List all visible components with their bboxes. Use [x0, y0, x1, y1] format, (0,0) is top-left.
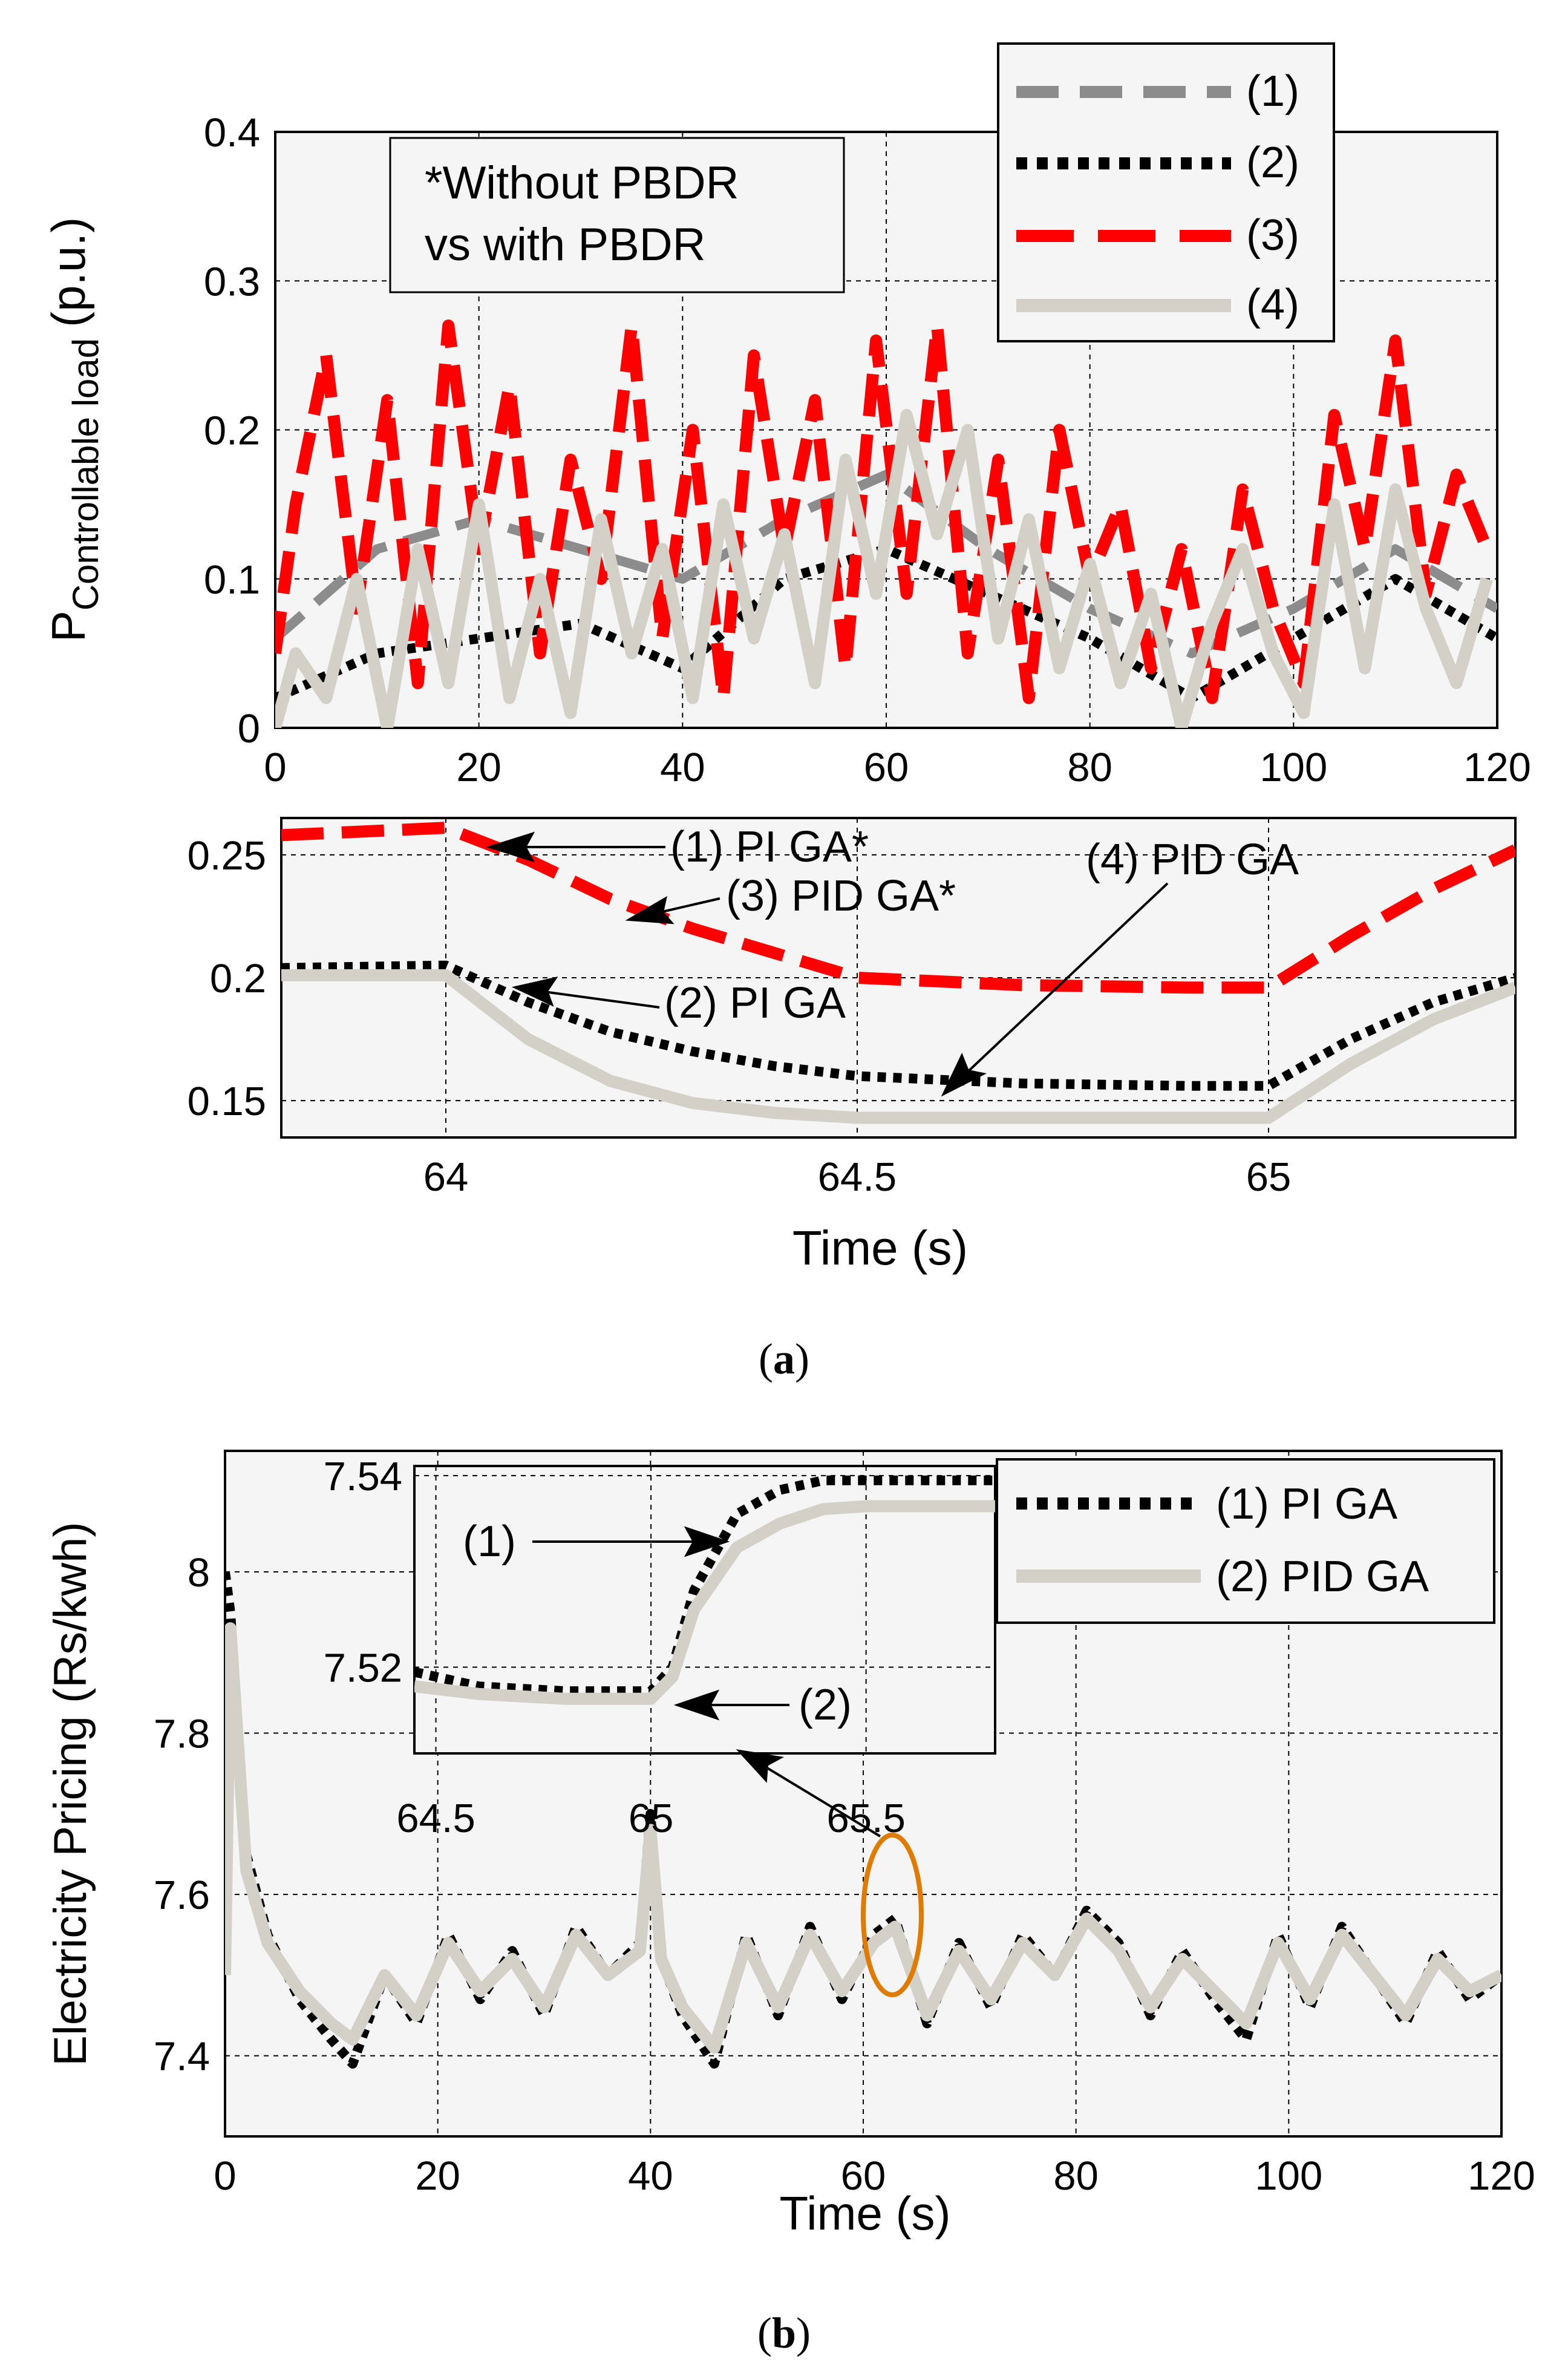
arrow-4 — [955, 882, 1169, 1084]
arrowhead-b-ellipse — [736, 1749, 785, 1783]
x-tick-label: 64 — [423, 1154, 469, 1200]
x-tick-label: 64.5 — [818, 1154, 897, 1200]
ticks-a-main: 0 20 40 60 80 100 120 0 0.1 0.2 0.3 0.4 — [204, 110, 1531, 790]
x-tick-label: 40 — [660, 745, 705, 790]
y-tick-label: 0.1 — [204, 557, 260, 603]
y-label-unit: (p.u.) — [42, 217, 95, 327]
arrowhead-b2 — [673, 1689, 720, 1721]
series-a-main — [275, 319, 1497, 728]
x-tick-label: 80 — [1067, 745, 1112, 790]
annotations-b-inset — [532, 1526, 881, 1837]
x-tick-label: 65.5 — [826, 1796, 905, 1841]
series-line-2-pid-ga — [225, 1622, 1501, 2054]
svg-text:PControllable load(p.u.): PControllable load (p.u.) — [42, 217, 106, 642]
series-line-1-pi-ga — [414, 1475, 995, 1697]
x-tick-label: 20 — [456, 745, 501, 790]
note-line-2: vs with PBDR — [425, 219, 706, 270]
y-tick-label: 7.52 — [324, 1646, 402, 1691]
arrowhead-4 — [941, 1053, 987, 1097]
note-line-1: *Without PBDR — [425, 157, 739, 209]
y-tick-label: 0.3 — [204, 259, 260, 304]
series-line-4-pid-ga — [281, 969, 1515, 1124]
series-line-3 — [275, 319, 1493, 704]
ticks-b-main: 0 20 40 60 80 100 120 7.4 7.6 7.8 8 — [154, 1550, 1535, 2199]
x-tick-label: 65 — [1246, 1154, 1292, 1200]
panel-a-main: 0 20 40 60 80 100 120 0 0.1 0.2 0.3 0.4 PControllab… — [42, 42, 1531, 790]
x-tick-label: 0 — [264, 745, 286, 790]
x-tick-label: 80 — [1053, 2153, 1099, 2199]
ticks-b-inset: 64.5 65 65.5 7.52 7.54 — [324, 1454, 906, 1841]
y-tick-label: 0.2 — [204, 408, 260, 454]
x-tick-label: 60 — [841, 2153, 886, 2199]
annotation-4: (4) PID GA — [1086, 836, 1299, 884]
annotation-3: (3) PID GA* — [726, 872, 956, 920]
y-tick-label: 0.4 — [204, 110, 260, 155]
panel-b-main: 0 20 40 60 80 100 120 7.4 7.6 7.8 8 Time (s) Elect… — [45, 1450, 1535, 2240]
series-line-4 — [275, 408, 1493, 728]
y-tick-label: 0.25 — [188, 833, 266, 879]
legend-label-4: (4) — [1246, 281, 1299, 329]
arrowhead-b1 — [684, 1526, 730, 1557]
legend-label-3: (3) — [1246, 211, 1299, 260]
legend-b: (1) PI GA (2) PID GA — [996, 1458, 1495, 1624]
y-tick-label: 0.2 — [210, 956, 266, 1001]
x-tick-label: 0 — [214, 2153, 236, 2199]
inset-b: 64.5 65 65.5 7.52 7.54 (1) (2) — [324, 1454, 996, 1841]
x-axis-label-b: Time (s) — [779, 2187, 950, 2240]
x-tick-label: 20 — [415, 2153, 460, 2199]
legend-label-1: (1) — [1246, 67, 1299, 116]
legend-label-b2: (2) PID GA — [1216, 1553, 1429, 1601]
inset-annotation-1: (1) — [463, 1517, 516, 1566]
x-tick-label: 100 — [1255, 2153, 1322, 2199]
x-tick-label: 40 — [628, 2153, 673, 2199]
x-tick-label: 65 — [629, 1796, 674, 1841]
y-tick-label: 0.15 — [188, 1079, 266, 1124]
y-label-main: P — [42, 610, 95, 642]
note-box — [389, 137, 845, 293]
annotations-a-zoom — [486, 831, 1169, 1097]
x-tick-label: 60 — [864, 745, 909, 790]
y-tick-label: 7.54 — [324, 1454, 402, 1499]
highlight-ellipse — [861, 1833, 924, 1997]
legend-a: (1) (2) (3) (4) — [997, 42, 1335, 342]
panel-a-zoom: 64 64.5 650.150.20.25 Time (s) (1) PI GA* … — [188, 817, 1517, 1275]
arrow-b-ellipse — [749, 1756, 881, 1837]
x-tick-label: 64.5 — [396, 1796, 475, 1841]
y-label-subscript: Controllable load — [65, 338, 106, 610]
annotation-2: (2) PI GA — [664, 979, 846, 1027]
series-line-2-pi-ga — [281, 960, 1515, 1091]
arrowhead-2 — [511, 976, 558, 1007]
y-tick-label: 0 — [238, 706, 260, 751]
arrowhead-1 — [486, 831, 535, 863]
y-tick-label: 7.8 — [154, 1712, 210, 1757]
x-tick-label: 100 — [1259, 745, 1327, 790]
inset-annotation-2: (2) — [799, 1681, 852, 1729]
caption-b: (b) — [757, 2309, 811, 2357]
x-tick-label: 120 — [1463, 745, 1531, 790]
legend-box-b — [996, 1458, 1495, 1624]
series-line-2-pid-ga — [414, 1500, 995, 1705]
x-tick-label: 120 — [1468, 2153, 1535, 2199]
y-tick-label: 7.6 — [154, 1873, 210, 1918]
legend-label-b1: (1) PI GA — [1216, 1480, 1397, 1528]
arrowhead-3 — [625, 895, 675, 924]
ticks-a-zoom: 64 64.5 65 0.15 0.2 0.25 — [188, 833, 1292, 1200]
gridlines-b-inset — [414, 1466, 995, 1753]
legend-label-2: (2) — [1246, 139, 1299, 187]
gridlines-b-main — [225, 1451, 1501, 2136]
caption-a: (a) — [759, 1335, 809, 1383]
y-axis-label-a: PControllable load (p.u.) — [42, 217, 106, 642]
y-tick-label: 7.4 — [154, 2034, 210, 2080]
annotation-1: (1) PI GA* — [670, 823, 869, 871]
series-b-main — [225, 1571, 1501, 2069]
y-tick-label: 8 — [188, 1550, 210, 1595]
x-axis-label-a: Time (s) — [792, 1221, 968, 1275]
y-axis-label-b: Electricity Pricing (Rs/kwh) — [45, 1522, 96, 2066]
series-b-inset — [414, 1475, 995, 1705]
